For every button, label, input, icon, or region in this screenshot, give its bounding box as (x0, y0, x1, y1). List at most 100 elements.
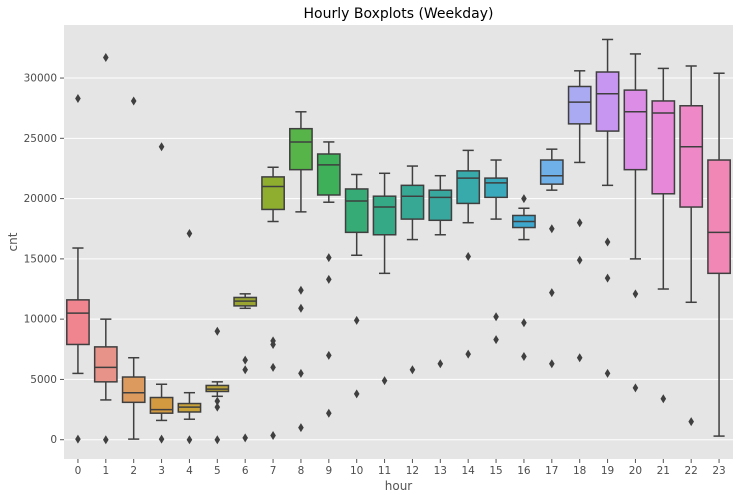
outlier-point (326, 253, 332, 263)
y-tick-label: 20000 (24, 193, 57, 205)
x-tick-label: 4 (186, 465, 193, 477)
outlier-point (353, 315, 360, 325)
y-tick-label: 30000 (24, 73, 57, 85)
x-tick-label: 19 (601, 465, 614, 477)
outlier-point (214, 402, 221, 412)
outlier-point (549, 224, 555, 234)
x-tick-label: 14 (462, 465, 476, 477)
outlier-point (298, 285, 304, 295)
box-series (66, 38, 731, 445)
x-tick-label: 5 (214, 465, 221, 477)
x-axis-ticks: 0 1 2 3 4 5 6 7 8 9 10 11 12 13 14 15 16 17 18 19 20 21 22 23 (75, 459, 726, 477)
x-tick-label: 18 (573, 465, 586, 477)
outlier-point (75, 94, 81, 104)
y-tick-label: 15000 (24, 253, 57, 265)
outlier-point (298, 423, 304, 433)
box-hour-4 (177, 229, 202, 445)
chart-title: Hourly Boxplots (Weekday) (304, 6, 494, 22)
outlier-point (298, 303, 304, 313)
outlier-point (632, 289, 639, 299)
outlier-point (214, 435, 221, 445)
box-body (149, 396, 174, 414)
box-hour-21 (651, 67, 676, 404)
box-hour-20 (623, 53, 648, 393)
box-hour-23 (707, 72, 731, 437)
x-tick-label: 6 (242, 465, 249, 477)
box-body (372, 195, 397, 236)
outlier-point (493, 312, 499, 322)
box-body (261, 176, 285, 211)
outlier-point (298, 368, 304, 378)
outlier-point (242, 433, 248, 443)
outlier-point (326, 274, 332, 284)
box-body (344, 188, 369, 234)
plot-area (64, 25, 733, 459)
outlier-point (549, 359, 555, 369)
x-tick-label: 10 (350, 465, 363, 477)
outlier-point (75, 434, 81, 444)
box-body (289, 127, 313, 171)
outlier-point (326, 408, 332, 418)
outlier-point (688, 417, 694, 427)
box-body (316, 153, 341, 196)
box-body (66, 299, 90, 346)
box-hour-2 (121, 96, 146, 440)
outlier-point (186, 435, 193, 445)
outlier-point (576, 218, 583, 228)
box-body (679, 105, 704, 208)
y-gridlines (64, 77, 733, 441)
box-hour-3 (149, 142, 174, 444)
x-tick-label: 12 (406, 465, 419, 477)
box-body (400, 184, 425, 220)
y-tick-label: 25000 (24, 133, 57, 145)
x-tick-label: 21 (657, 465, 670, 477)
outlier-point (158, 142, 165, 152)
outlier-point (381, 376, 388, 386)
x-tick-label: 2 (130, 465, 137, 477)
x-tick-label: 17 (545, 465, 558, 477)
outlier-point (660, 394, 667, 404)
x-tick-label: 8 (298, 465, 305, 477)
box-body (484, 177, 508, 199)
outlier-point (186, 229, 193, 239)
box-hour-16 (512, 194, 536, 362)
x-tick-label: 20 (629, 465, 642, 477)
outlier-point (465, 349, 471, 359)
box-hour-17 (539, 148, 564, 369)
y-tick-label: 0 (50, 434, 57, 446)
x-tick-label: 23 (712, 465, 725, 477)
y-tick-label: 5000 (30, 374, 57, 386)
outlier-point (242, 365, 248, 375)
outlier-point (130, 96, 137, 106)
box-hour-12 (400, 165, 425, 375)
outlier-point (242, 355, 248, 365)
outlier-point (326, 350, 332, 360)
outlier-point (103, 435, 109, 445)
x-tick-label: 11 (378, 465, 391, 477)
box-body (595, 71, 620, 132)
box-body (93, 346, 118, 383)
outlier-point (521, 318, 527, 328)
x-tick-label: 9 (325, 465, 332, 477)
outlier-point (465, 251, 471, 261)
outlier-point (158, 434, 165, 444)
box-hour-18 (567, 70, 592, 363)
outlier-point (632, 383, 639, 393)
box-hour-13 (428, 174, 453, 369)
box-body (121, 376, 146, 404)
box-hour-11 (372, 172, 397, 386)
outlier-point (214, 326, 221, 336)
box-hour-0 (66, 94, 90, 444)
outlier-point (270, 430, 276, 440)
outlier-point (521, 352, 527, 362)
box-body (623, 89, 648, 171)
box-hour-6 (233, 293, 258, 443)
y-axis-ticks: 0 5000 10000 15000 20000 25000 30000 (24, 73, 64, 446)
box-hour-15 (484, 159, 508, 345)
outlier-point (493, 335, 499, 345)
box-body (651, 100, 676, 195)
box-hour-14 (456, 149, 481, 359)
box-hour-9 (316, 141, 341, 418)
box-hour-19 (595, 38, 620, 378)
